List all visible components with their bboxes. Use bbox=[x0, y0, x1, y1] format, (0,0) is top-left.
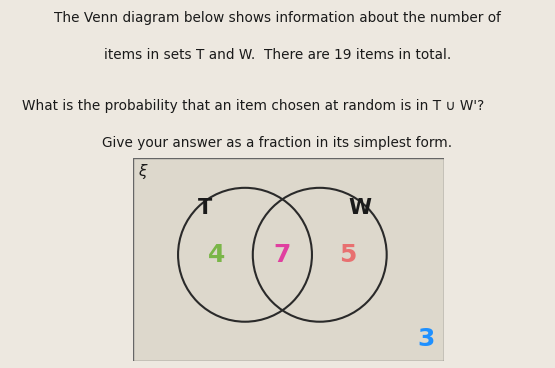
FancyBboxPatch shape bbox=[133, 158, 445, 361]
Text: 7: 7 bbox=[274, 243, 291, 267]
Text: 3: 3 bbox=[417, 327, 435, 351]
Text: Give your answer as a fraction in its simplest form.: Give your answer as a fraction in its si… bbox=[103, 136, 452, 150]
Text: items in sets T and W.  There are 19 items in total.: items in sets T and W. There are 19 item… bbox=[104, 48, 451, 62]
Text: The Venn diagram below shows information about the number of: The Venn diagram below shows information… bbox=[54, 11, 501, 25]
Text: What is the probability that an item chosen at random is in T ∪ W'?: What is the probability that an item cho… bbox=[22, 99, 485, 113]
Text: 5: 5 bbox=[339, 243, 356, 267]
Text: T: T bbox=[198, 198, 211, 218]
Text: ξ: ξ bbox=[138, 164, 146, 180]
Text: 4: 4 bbox=[208, 243, 226, 267]
Text: W: W bbox=[349, 198, 372, 218]
